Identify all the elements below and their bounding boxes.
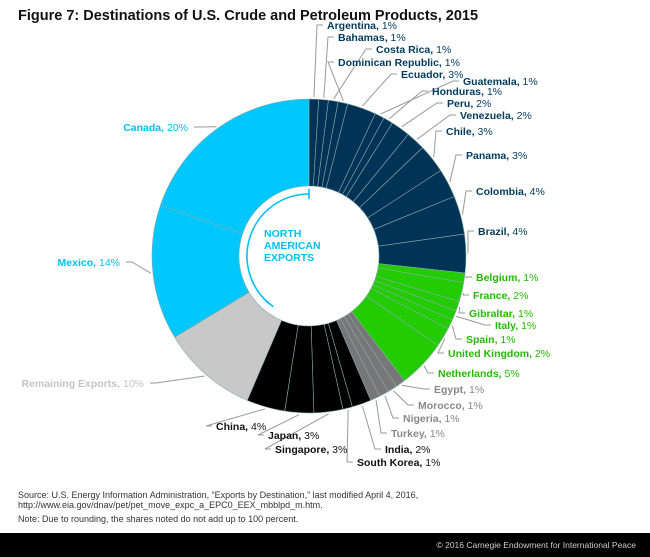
leader-line (323, 36, 334, 98)
slice-label: Guatemala, 1% (463, 76, 538, 88)
leader-line (451, 325, 462, 340)
leader-line (205, 408, 266, 427)
leader-line (361, 73, 397, 107)
slice-label: India, 2% (385, 444, 431, 456)
leader-line (416, 114, 456, 140)
slice-label: Gibraltar, 1% (469, 308, 533, 320)
leader-line (461, 190, 472, 215)
leader-line (465, 276, 472, 279)
slice-label: United Kingdom, 2% (448, 348, 550, 360)
center-label: AMERICAN (264, 240, 321, 252)
leader-line (361, 405, 381, 450)
slice-label: Belgium, 1% (476, 272, 538, 284)
slice-label: France, 2% (473, 290, 528, 302)
center-label: EXPORTS (264, 252, 314, 264)
slice-label: Japan, 3% (268, 430, 319, 442)
leader-line (433, 130, 442, 158)
leader-line (257, 414, 300, 436)
copyright: © 2016 Carnegie Endowment for Internatio… (436, 540, 636, 550)
slice-label: Costa Rica, 1% (376, 44, 451, 56)
leader-line (264, 413, 329, 450)
slice-label: Peru, 2% (447, 98, 491, 110)
slice-label: Panama, 3% (466, 150, 527, 162)
leader-line (375, 400, 387, 434)
slice-label: Nigeria, 1% (403, 413, 460, 425)
leader-line (401, 102, 443, 128)
slice-canada (159, 98, 310, 234)
leader-line (401, 384, 430, 390)
bracket-cap (264, 300, 274, 308)
slice-label: Chile, 3% (446, 126, 493, 138)
leader-line (455, 315, 491, 326)
source-note: Source: U.S. Energy Information Administ… (18, 490, 419, 510)
slice-label: Italy, 1% (495, 320, 536, 332)
slice-label: Canada, 20% (123, 122, 188, 134)
slice-label: Egypt, 1% (434, 384, 484, 396)
leader-line (449, 154, 462, 183)
leader-line (380, 80, 459, 115)
leader-line (393, 390, 414, 406)
slice-mexico (151, 205, 250, 338)
slice-label: South Korea, 1% (357, 457, 440, 469)
slice-label: Brazil, 4% (478, 226, 528, 238)
slice-label: Remaining Exports, 10% (21, 378, 144, 390)
footer-bar: © 2016 Carnegie Endowment for Internatio… (0, 533, 650, 557)
slice-label: Spain, 1% (466, 334, 516, 346)
leader-line (384, 395, 399, 419)
north-america-bracket (246, 193, 310, 305)
slice-label: Colombia, 4% (476, 186, 545, 198)
slice-label: Mexico, 14% (58, 257, 120, 269)
rounding-note: Note: Due to rounding, the shares noted … (18, 514, 299, 524)
leader-line (437, 338, 446, 354)
leader-line (458, 306, 465, 314)
leader-line (423, 365, 434, 374)
slice-label: Turkey, 1% (391, 428, 445, 440)
leader-line (126, 261, 152, 274)
leader-line (388, 90, 428, 120)
slice-label: Venezuela, 2% (460, 110, 532, 122)
center-label: NORTH (264, 228, 301, 240)
leader-line (467, 230, 474, 254)
leader-line (313, 24, 323, 98)
slice-label: Singapore, 3% (275, 444, 347, 456)
slice-label: Ecuador, 3% (401, 69, 463, 81)
slice-label: Dominican Republic, 1% (338, 57, 460, 69)
slice-label: Morocco, 1% (418, 400, 483, 412)
slice-label: Bahamas, 1% (338, 32, 406, 44)
leader-line (333, 48, 372, 100)
slice-label: Netherlands, 5% (438, 368, 520, 380)
slice-label: China, 4% (216, 421, 266, 433)
chart-title: Figure 7: Destinations of U.S. Crude and… (18, 8, 479, 24)
leader-line (327, 61, 344, 101)
leader-line (346, 410, 353, 463)
slice-label: Argentina, 1% (327, 20, 397, 32)
leader-line (462, 292, 469, 296)
donut-chart: Argentina, 1%Bahamas, 1%Costa Rica, 1%Do… (21, 20, 550, 469)
leader-line (150, 375, 205, 384)
slice-label: Honduras, 1% (432, 86, 502, 98)
